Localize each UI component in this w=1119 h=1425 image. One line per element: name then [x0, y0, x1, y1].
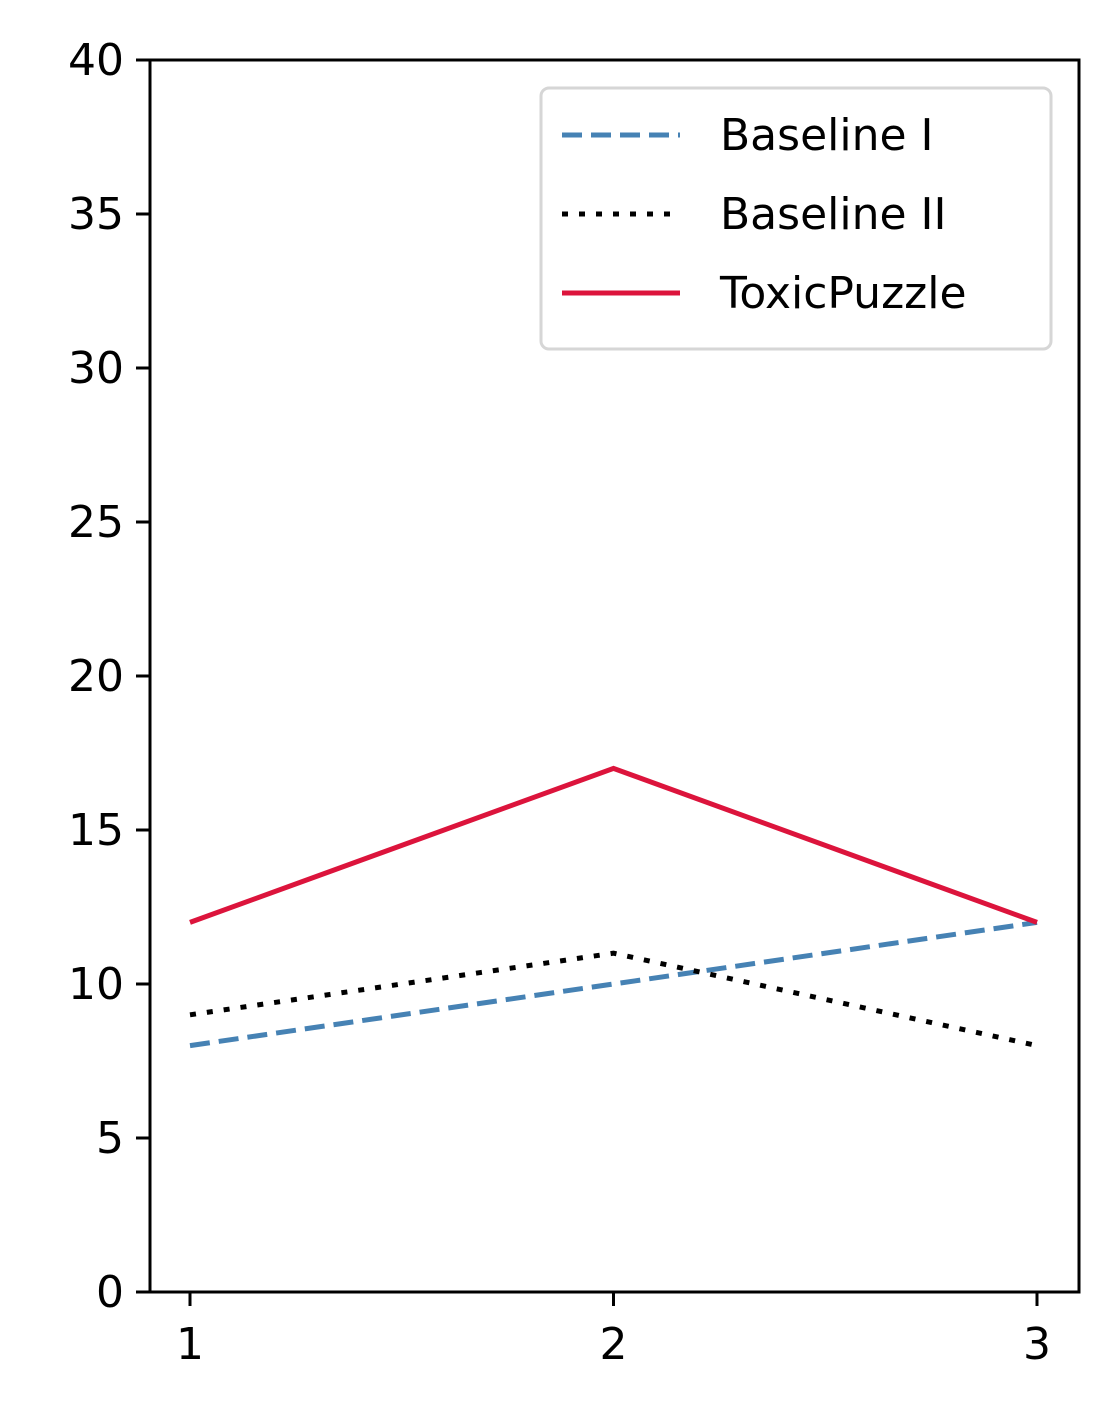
y-tick-label: 15 — [68, 805, 124, 856]
series-line-baseline-i — [189, 919, 1038, 1049]
x-tick-label: 3 — [1023, 1319, 1051, 1370]
y-tick-label: 10 — [68, 959, 124, 1010]
series-line-baseline-ii — [189, 950, 1038, 1049]
x-tick-label: 2 — [600, 1319, 628, 1370]
y-tick-label: 25 — [68, 497, 124, 548]
y-tick-label: 35 — [68, 189, 124, 240]
legend-label-baseline-ii: Baseline II — [720, 189, 947, 240]
legend: Baseline I Baseline II ToxicPuzzle — [539, 86, 1053, 351]
y-tick-label: 30 — [68, 343, 124, 394]
x-tick-label: 1 — [176, 1319, 204, 1370]
y-tick-label: 40 — [68, 35, 124, 86]
series-layer — [189, 765, 1038, 1049]
legend-label-baseline-i: Baseline I — [720, 110, 934, 161]
legend-label-toxicpuzzle: ToxicPuzzle — [719, 268, 967, 319]
axes-layer: 0 5 10 15 20 25 30 35 40 1 2 3 — [68, 35, 1081, 1370]
y-tick-label: 5 — [96, 1113, 124, 1164]
legend-box — [539, 86, 1053, 351]
series-line-toxicpuzzle — [189, 765, 1038, 925]
y-tick-label: 20 — [68, 651, 124, 702]
y-tick-label: 0 — [96, 1267, 124, 1318]
